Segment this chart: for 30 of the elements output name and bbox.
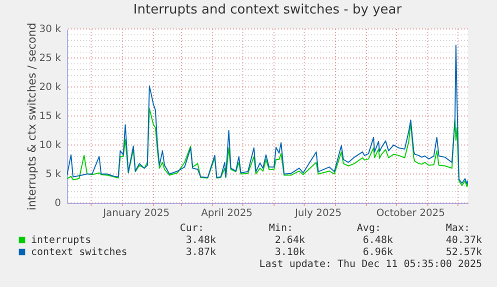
text: Avg:: [356, 223, 381, 234]
text: 6.96k: [362, 247, 393, 258]
y-tick-label: 25 k: [39, 53, 62, 64]
x-tick-label: January 2025: [102, 208, 170, 219]
text: 3.87k: [186, 247, 216, 258]
y-tick-label: 15 k: [39, 111, 62, 122]
text: 6.48k: [362, 235, 393, 246]
text: 3.48k: [186, 235, 216, 246]
y-tick-label: 0: [54, 198, 61, 209]
line-series: [67, 44, 468, 184]
x-tick-label: July 2025: [294, 208, 342, 219]
y-tick-label: 10 k: [39, 140, 62, 151]
line-series: [67, 108, 468, 188]
text: 3.10k: [274, 247, 305, 258]
y-tick-label: 20 k: [39, 82, 62, 93]
legend-label: context switches: [31, 247, 128, 258]
x-tick-label: October 2025: [376, 208, 446, 219]
y-tick-label: 5 k: [46, 169, 62, 180]
text: Max:: [446, 223, 470, 234]
text: Min:: [268, 223, 293, 234]
text: 40.37k: [446, 235, 482, 246]
legend-label: interrupts: [31, 235, 92, 246]
text: Cur:: [180, 223, 204, 234]
text: Last update: Thu Dec 11 05:35:00 2025: [259, 259, 482, 270]
y-tick-label: 30 k: [39, 24, 62, 35]
x-tick-label: April 2025: [201, 208, 253, 219]
text: 52.57k: [446, 247, 482, 258]
text: 2.64k: [274, 235, 305, 246]
chart-title: Interrupts and context switches - by year: [133, 2, 402, 18]
y-axis-title: interrupts & ctx switches / second: [26, 22, 38, 210]
